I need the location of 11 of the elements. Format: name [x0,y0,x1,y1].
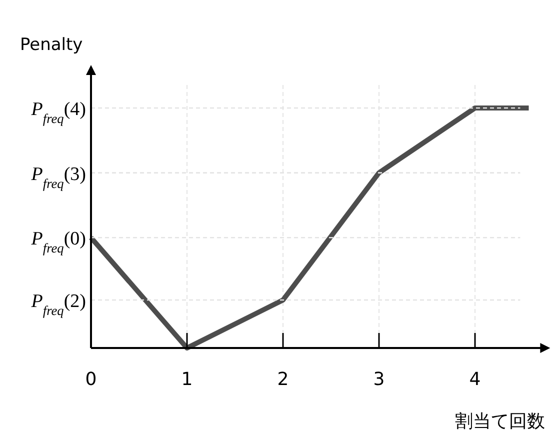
x-axis-title: 割当て回数 [455,411,545,432]
ref-line-label: P$_{freq}$(4) [30,99,86,126]
x-tick-label: 4 [469,369,481,390]
x-tick-label: 3 [373,369,385,390]
ref-line-label: P$_{freq}$(0) [30,228,86,256]
ref-line-label: P$_{freq}$(3) [30,164,86,190]
x-tick-label: 1 [181,369,193,390]
x-tick-label: 0 [85,369,97,390]
ref-line-label: P$_{freq}$(2) [30,291,86,318]
y-axis-title: Penalty [20,35,83,55]
x-tick-label: 2 [277,369,289,390]
